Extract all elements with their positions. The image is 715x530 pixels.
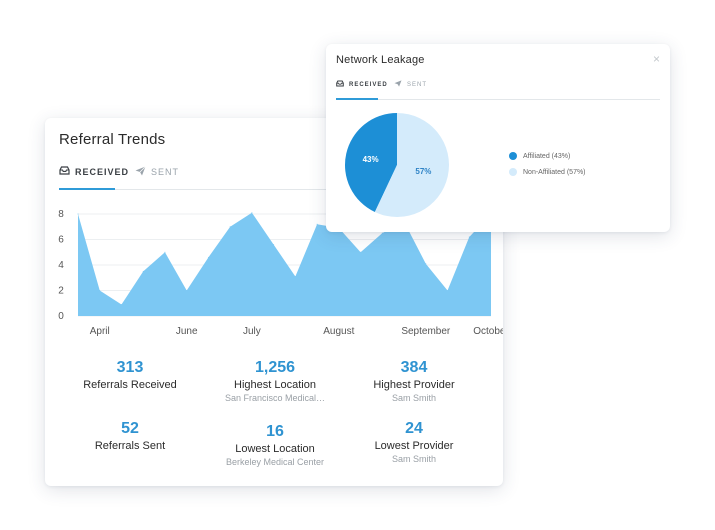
y-tick-label: 0	[58, 311, 64, 322]
network-leakage-tabs: RECEIVED SENT	[326, 78, 670, 100]
referral-trends-tabs: RECEIVED SENT	[45, 162, 503, 190]
legend-label: Non-Affiliated (57%)	[523, 168, 586, 176]
network-leakage-card: Network Leakage × RECEIVED SENT 43% 57% A…	[326, 44, 670, 232]
stat-value: 384	[400, 359, 428, 376]
inbox-icon	[336, 80, 344, 89]
tab-sent-label: SENT	[407, 81, 428, 88]
stat-lowest-provider: 24 Lowest Provider Sam Smith	[339, 420, 489, 464]
legend-label: Affiliated (43%)	[523, 152, 571, 160]
data-point	[207, 256, 209, 258]
paper-plane-icon	[394, 80, 402, 89]
data-point	[381, 232, 383, 234]
x-tick-label: October	[473, 326, 503, 337]
stat-label: Lowest Provider	[374, 440, 454, 452]
stat-referrals-sent: 52 Referrals Sent	[55, 420, 205, 452]
stat-highest-provider: 384 Highest Provider Sam Smith	[339, 359, 489, 403]
referral-trends-area-chart: 0 2 4 6 8 April June July August September October	[58, 209, 503, 337]
data-point	[425, 263, 427, 265]
data-point	[186, 290, 188, 291]
data-point	[468, 236, 470, 238]
stat-label: Highest Provider	[373, 379, 455, 391]
stat-value: 52	[121, 420, 139, 437]
stat-label: Referrals Sent	[94, 440, 166, 452]
tab-divider	[336, 99, 660, 100]
stat-label: Referrals Received	[83, 379, 177, 391]
stat-referrals-received: 313 Referrals Received	[55, 359, 205, 391]
network-leakage-pie-chart: 43% 57%	[344, 113, 449, 217]
y-tick-label: 2	[58, 286, 64, 297]
data-point	[447, 290, 449, 291]
stat-lowest-location: 16 Lowest Location Berkeley Medical Cent…	[200, 423, 350, 467]
stat-subtext: San Francisco Medical…	[224, 393, 326, 403]
data-point	[77, 213, 79, 215]
stat-highest-location: 1,256 Highest Location San Francisco Med…	[200, 359, 350, 403]
stat-subtext: Berkeley Medical Center	[225, 457, 325, 467]
stat-value: 24	[405, 420, 423, 437]
data-point	[251, 212, 253, 214]
tab-received-label: RECEIVED	[349, 81, 388, 88]
data-point	[294, 275, 296, 277]
inbox-icon	[59, 166, 70, 177]
y-tick-label: 4	[58, 260, 64, 271]
legend-item-non-affiliated: Non-Affiliated (57%)	[509, 168, 586, 176]
stat-value: 313	[116, 359, 144, 376]
pie-slice	[374, 113, 449, 217]
x-tick-label: June	[176, 326, 198, 337]
pie-slice-label: 43%	[363, 155, 379, 164]
x-tick-label: April	[90, 326, 110, 337]
stat-value: 16	[266, 423, 284, 440]
data-point	[99, 290, 101, 291]
paper-plane-icon	[135, 166, 146, 178]
x-tick-label: August	[323, 326, 354, 337]
data-point	[273, 244, 275, 246]
tab-received[interactable]: RECEIVED	[336, 80, 388, 89]
active-tab-indicator	[336, 98, 378, 100]
close-icon[interactable]: ×	[652, 52, 660, 66]
data-point	[142, 270, 144, 272]
tab-received-label: RECEIVED	[75, 166, 130, 177]
active-tab-indicator	[59, 188, 115, 190]
network-leakage-title: Network Leakage	[336, 54, 425, 66]
y-tick-label: 8	[58, 209, 64, 220]
legend-swatch	[509, 168, 517, 176]
y-tick-label: 6	[58, 235, 64, 246]
tab-sent[interactable]: SENT	[394, 80, 427, 89]
data-point	[120, 304, 122, 306]
stat-label: Lowest Location	[235, 443, 315, 455]
stat-subtext: Sam Smith	[391, 454, 436, 464]
data-point	[229, 226, 231, 228]
data-point	[316, 223, 318, 225]
x-tick-label: July	[243, 326, 261, 337]
legend-item-affiliated: Affiliated (43%)	[509, 152, 586, 160]
area-series	[78, 212, 491, 316]
data-point	[360, 251, 362, 253]
tab-divider	[59, 189, 503, 190]
tab-sent-label: SENT	[151, 167, 180, 177]
legend-swatch	[509, 152, 517, 160]
tab-received[interactable]: RECEIVED	[59, 166, 129, 177]
x-tick-label: September	[401, 326, 451, 337]
pie-slice	[344, 113, 397, 213]
tab-sent[interactable]: SENT	[135, 166, 179, 178]
stat-subtext: Sam Smith	[391, 393, 436, 403]
pie-legend: Affiliated (43%) Non-Affiliated (57%)	[509, 152, 586, 184]
data-point	[164, 251, 166, 253]
referral-trends-title: Referral Trends	[59, 131, 166, 148]
stat-value: 1,256	[254, 359, 296, 376]
pie-slice-label: 57%	[415, 167, 431, 176]
stat-label: Highest Location	[234, 379, 316, 391]
